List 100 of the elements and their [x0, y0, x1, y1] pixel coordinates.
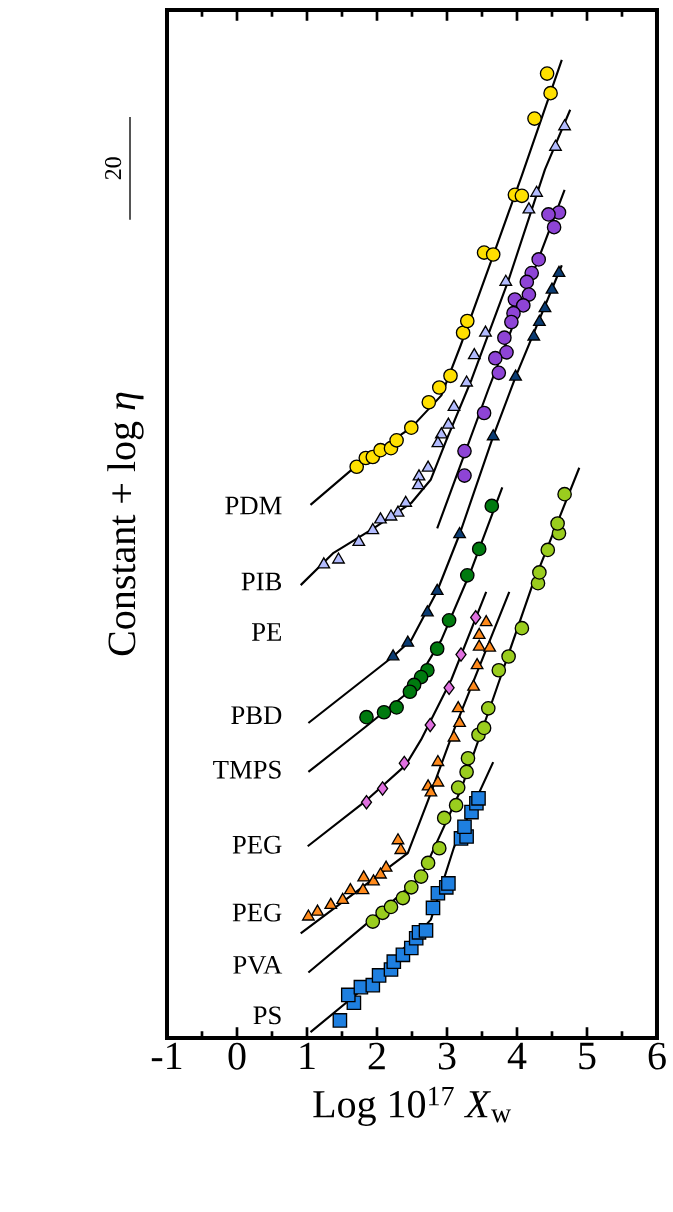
- point: [540, 542, 556, 558]
- point: [497, 330, 512, 345]
- point: [450, 780, 466, 795]
- point: [360, 794, 373, 810]
- point: [441, 417, 455, 429]
- point: [391, 505, 405, 517]
- point: [483, 640, 497, 652]
- point: [424, 717, 436, 733]
- point: [527, 329, 541, 341]
- point: [332, 552, 345, 564]
- point: [386, 649, 400, 661]
- point: [429, 641, 445, 657]
- text: 20: [105, 157, 122, 180]
- point: [332, 1013, 348, 1028]
- point: [376, 704, 392, 720]
- point: [451, 701, 465, 713]
- point: [448, 797, 464, 813]
- point: [557, 486, 572, 502]
- annotation: PBD: [231, 706, 282, 724]
- point: [499, 274, 513, 286]
- point: [436, 810, 452, 826]
- point: [412, 469, 426, 481]
- point: [453, 526, 467, 539]
- point: [421, 394, 437, 410]
- point: [459, 313, 475, 329]
- point: [443, 368, 458, 384]
- point: [467, 347, 481, 360]
- point: [491, 662, 507, 678]
- point: [311, 904, 324, 916]
- x-tick-label: 5: [579, 1042, 596, 1070]
- point: [431, 754, 445, 767]
- point: [479, 325, 492, 337]
- point: [365, 914, 381, 929]
- point: [374, 867, 387, 879]
- point: [366, 523, 380, 535]
- point: [403, 880, 419, 895]
- point: [357, 870, 371, 882]
- point: [514, 620, 530, 636]
- point: [376, 781, 389, 796]
- y-axis-title: Constant + log η: [107, 392, 144, 656]
- annotation: PE: [251, 623, 281, 641]
- point: [467, 679, 481, 691]
- point: [457, 819, 472, 835]
- point: [541, 207, 556, 222]
- point: [403, 420, 419, 435]
- point: [470, 610, 482, 625]
- point: [538, 300, 552, 313]
- point: [453, 715, 467, 728]
- point: [485, 247, 501, 262]
- point: [389, 433, 404, 448]
- point: [420, 855, 436, 871]
- point: [532, 314, 546, 327]
- point: [384, 509, 398, 521]
- point: [431, 435, 445, 448]
- point: [421, 460, 435, 472]
- point: [394, 842, 408, 855]
- point: [484, 498, 500, 514]
- point: [455, 325, 471, 341]
- point: [532, 565, 547, 580]
- point: [531, 252, 547, 267]
- point: [457, 443, 472, 459]
- point: [420, 605, 434, 617]
- annotation: PDM: [225, 496, 282, 515]
- point: [459, 568, 475, 583]
- point: [509, 369, 523, 381]
- point: [472, 639, 486, 651]
- point: [491, 365, 507, 381]
- point: [480, 701, 496, 716]
- point: [424, 785, 438, 797]
- x-axis-title: Log 10$^{17}$ X$_{w}$: [313, 1086, 512, 1126]
- point: [521, 287, 537, 302]
- point: [359, 709, 374, 725]
- point: [471, 791, 486, 806]
- point: [336, 892, 350, 905]
- annotation: PVA: [233, 956, 283, 974]
- point: [441, 876, 456, 891]
- point: [455, 647, 467, 662]
- point: [379, 860, 393, 872]
- point: [476, 720, 492, 736]
- point: [545, 282, 559, 294]
- point: [519, 274, 535, 290]
- point: [343, 882, 357, 895]
- point: [431, 380, 447, 395]
- point: [486, 429, 500, 441]
- x-tick-label: 3: [438, 1042, 456, 1070]
- point: [413, 869, 429, 884]
- point: [546, 219, 562, 235]
- point: [356, 882, 370, 895]
- point: [418, 923, 434, 938]
- point: [301, 909, 315, 921]
- x-tick-label: -1: [151, 1042, 182, 1070]
- annotation: PS: [253, 1006, 281, 1025]
- point: [514, 188, 530, 204]
- point: [411, 478, 425, 490]
- point: [441, 612, 457, 628]
- point: [457, 468, 472, 483]
- point: [543, 85, 558, 101]
- point: [501, 649, 516, 664]
- annotation: PEG: [232, 903, 282, 922]
- point: [476, 405, 492, 421]
